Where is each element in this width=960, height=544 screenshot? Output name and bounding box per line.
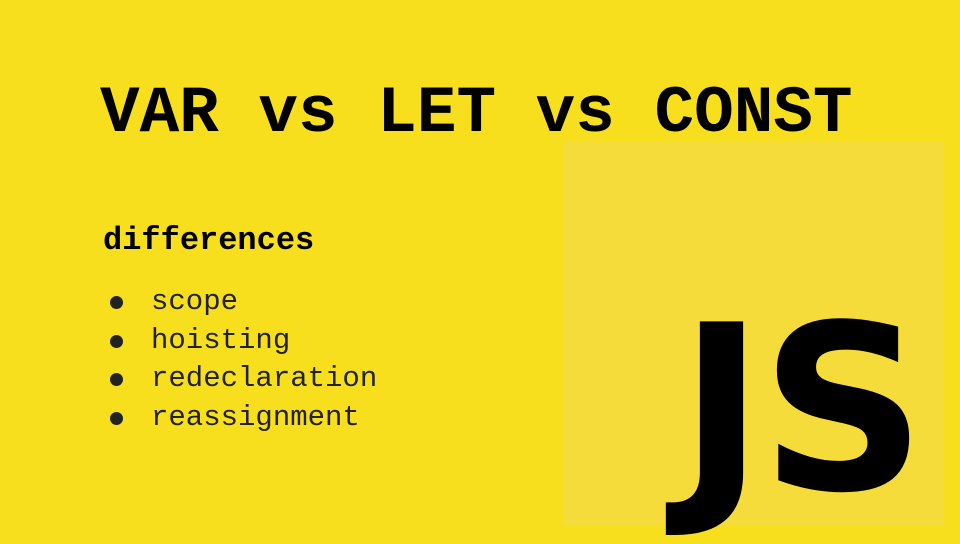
bullet-item: hoisting: [108, 322, 377, 361]
slide-subtitle: differences: [103, 222, 315, 259]
bullet-dot-icon: [110, 334, 123, 348]
bullet-label: reassignment: [151, 400, 360, 434]
slide-title: VAR vs LET vs CONST: [100, 76, 853, 151]
bullet-dot-icon: [110, 411, 123, 425]
bullet-item: reassignment: [108, 399, 377, 438]
bullet-dot-icon: [110, 296, 123, 309]
bullet-item: redeclaration: [108, 360, 377, 399]
bullet-label: redeclaration: [151, 362, 378, 395]
js-logo: JS: [563, 142, 944, 526]
bullet-item: scope: [108, 283, 377, 322]
bullet-label: scope: [151, 285, 239, 318]
js-logo-text: JS: [678, 277, 926, 544]
bullet-dot-icon: [110, 373, 123, 386]
bullet-label: hoisting: [151, 323, 291, 357]
bullet-list: scope hoisting redeclaration reassignmen…: [108, 283, 377, 437]
